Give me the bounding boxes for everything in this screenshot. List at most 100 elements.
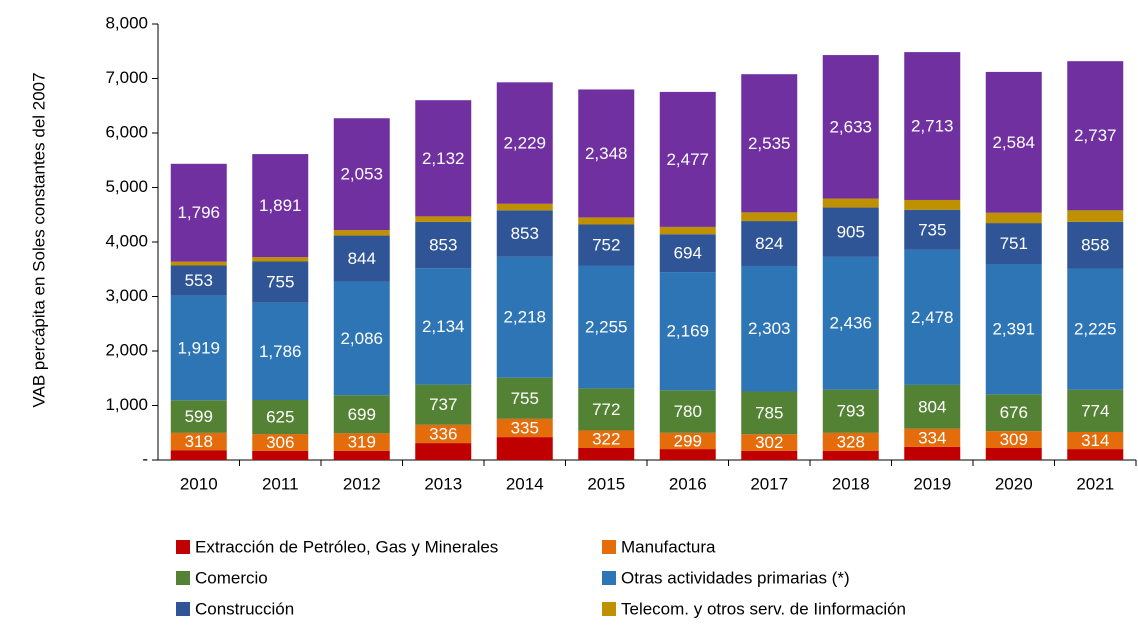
- data-label: 625: [266, 408, 294, 427]
- data-label: 336: [429, 424, 457, 443]
- bar-segment: [985, 431, 1042, 449]
- data-label: 844: [348, 249, 376, 268]
- data-label: 1,786: [259, 342, 302, 361]
- data-label: 751: [1000, 234, 1028, 253]
- x-tick-label: 2013: [424, 474, 462, 493]
- y-tick-label: 6,000: [105, 122, 148, 141]
- data-label: 328: [837, 432, 865, 451]
- bar-segment: [496, 203, 553, 211]
- data-label: 599: [185, 407, 213, 426]
- data-label: 2,348: [585, 144, 628, 163]
- bar-segment: [822, 389, 879, 433]
- bar-segment: [741, 212, 798, 222]
- x-tick-label: 2011: [262, 474, 299, 493]
- data-label: 2,584: [992, 133, 1035, 152]
- bar-segment: [578, 224, 635, 266]
- x-tick-label: 2020: [995, 474, 1033, 493]
- data-label: 2,478: [911, 308, 954, 327]
- legend-swatch: [176, 602, 190, 616]
- bar-segment: [415, 268, 472, 385]
- bar-segment: [904, 249, 961, 385]
- bar-segment: [415, 443, 472, 460]
- bar-segment: [822, 256, 879, 390]
- bar-segment: [741, 434, 798, 451]
- bar-segment: [333, 395, 390, 434]
- bar-segment: [1067, 268, 1124, 390]
- bar-segment: [985, 448, 1042, 460]
- data-label: 785: [755, 403, 783, 422]
- bar-segment: [578, 217, 635, 225]
- bar-segment: [578, 388, 635, 431]
- data-label: 2,633: [829, 117, 872, 136]
- data-label: 322: [592, 430, 620, 449]
- data-label: 1,919: [177, 338, 220, 357]
- bar-segment: [741, 221, 798, 266]
- legend-swatch: [602, 602, 616, 616]
- bar-segment: [170, 163, 227, 262]
- bar-segment: [822, 55, 879, 199]
- bar-segment: [415, 100, 472, 217]
- data-label: 553: [185, 271, 213, 290]
- data-label: 780: [674, 402, 702, 421]
- x-tick-label: 2016: [669, 474, 707, 493]
- legend-label: Telecom. y otros serv. de Iinformación: [621, 599, 906, 618]
- x-tick-label: 2021: [1076, 474, 1114, 493]
- legend-swatch: [602, 540, 616, 554]
- legend-label: Construcción: [195, 599, 294, 618]
- data-label: 676: [1000, 403, 1028, 422]
- data-label: 2,218: [503, 308, 546, 327]
- legend-label: Otras actividades primarias (*): [621, 568, 850, 587]
- bar-segment: [985, 71, 1042, 213]
- data-label: 299: [674, 431, 702, 450]
- data-label: 1,891: [259, 196, 302, 215]
- bar-segment: [170, 450, 227, 460]
- bar-segment: [985, 212, 1042, 224]
- bar-segment: [170, 265, 227, 296]
- bar-segment: [496, 377, 553, 419]
- y-tick-label: 8,000: [105, 13, 148, 32]
- data-label: 2,477: [666, 150, 709, 169]
- bar-segment: [415, 384, 472, 425]
- bar-segment: [659, 449, 716, 460]
- data-label: 314: [1081, 431, 1109, 450]
- bar-segment: [659, 432, 716, 450]
- bar-segment: [252, 434, 309, 451]
- data-label: 2,391: [992, 320, 1035, 339]
- y-tick-label: 5,000: [105, 177, 148, 196]
- legend-swatch: [602, 571, 616, 585]
- bar-segment: [904, 446, 961, 460]
- legend-swatch: [176, 571, 190, 585]
- x-tick-label: 2015: [587, 474, 625, 493]
- bar-segment: [578, 448, 635, 460]
- bar-segment: [170, 400, 227, 433]
- bar-segment: [170, 261, 227, 266]
- bar-segment: [741, 265, 798, 392]
- bar-segment: [578, 430, 635, 449]
- bar-segment: [252, 450, 309, 460]
- bar-segment: [985, 223, 1042, 265]
- bar-segment: [1067, 210, 1124, 222]
- data-label: 905: [837, 223, 865, 242]
- data-label: 302: [755, 433, 783, 452]
- bar-segment: [415, 424, 472, 444]
- data-label: 2,436: [829, 314, 872, 333]
- data-label: 335: [511, 418, 539, 437]
- x-tick-label: 2018: [832, 474, 870, 493]
- data-label: 2,255: [585, 317, 628, 336]
- x-tick-label: 2010: [180, 474, 218, 493]
- bar-segment: [1067, 221, 1124, 269]
- x-tick-label: 2019: [913, 474, 951, 493]
- bar-segment: [333, 230, 390, 236]
- data-label: 309: [1000, 430, 1028, 449]
- bar-segment: [496, 437, 553, 460]
- data-label: 319: [348, 433, 376, 452]
- bar-segment: [578, 89, 635, 218]
- bar-segment: [904, 52, 961, 200]
- data-label: 752: [592, 235, 620, 254]
- y-axis-title: VAB percápita en Soles constantes del 20…: [29, 72, 48, 407]
- bar-segment: [578, 265, 635, 389]
- data-label: 755: [266, 273, 294, 292]
- data-label: 735: [918, 220, 946, 239]
- bar-segment: [659, 272, 716, 391]
